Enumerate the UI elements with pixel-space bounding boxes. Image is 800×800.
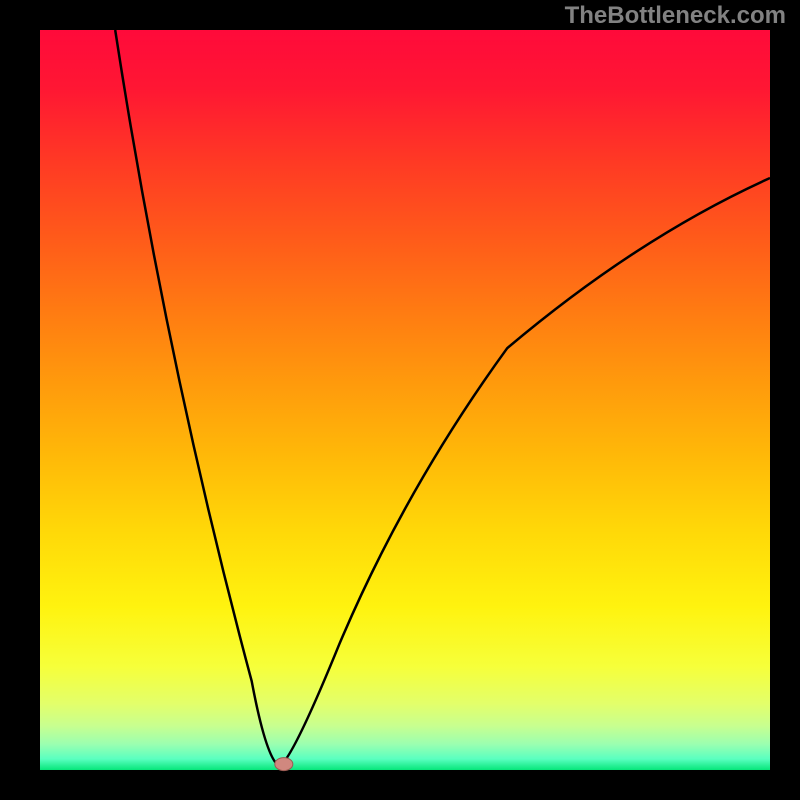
chart-container: TheBottleneck.com [0,0,800,800]
plot-background [40,30,770,770]
watermark-text: TheBottleneck.com [565,2,786,30]
optimal-point-marker [275,758,293,771]
bottleneck-chart [0,0,800,800]
